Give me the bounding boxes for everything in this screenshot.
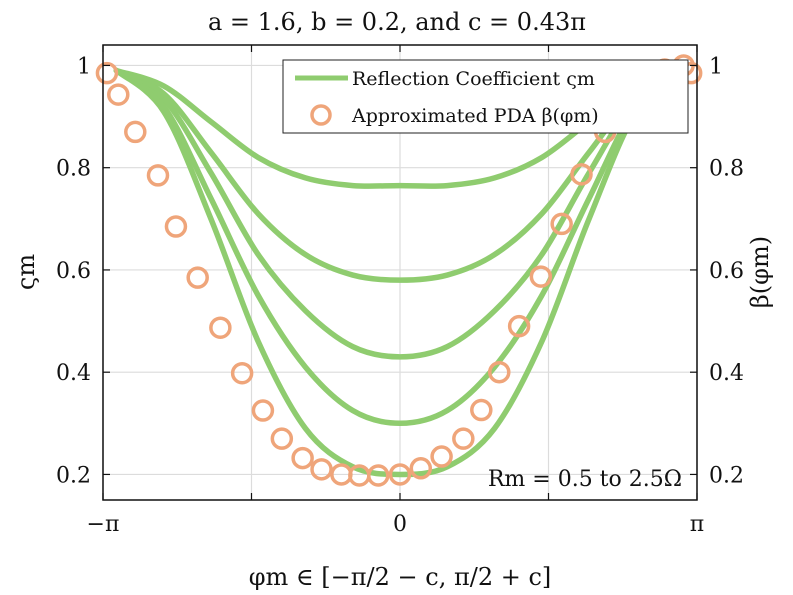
y-tick-label: 0.6 bbox=[56, 259, 91, 284]
pda-marker bbox=[388, 463, 412, 486]
ticks-layer: −π 0 π0.2 0.20.4 0.40.6 0.60.8 0.81 1 bbox=[56, 45, 744, 537]
pda-marker bbox=[291, 446, 314, 470]
pda-marker bbox=[507, 314, 531, 338]
pda-marker bbox=[550, 212, 573, 236]
pda-marker bbox=[488, 360, 511, 384]
x-axis-label: φm ∈ [−π/2 − c, π/2 + c] bbox=[249, 563, 552, 591]
pda-marker bbox=[367, 464, 390, 487]
y-tick-label-right: 0.4 bbox=[709, 361, 744, 386]
legend-circle-label: Approximated PDA β(φm) bbox=[351, 105, 599, 127]
x-tick-label: π bbox=[690, 512, 704, 537]
reflection-curve-4 bbox=[113, 67, 687, 283]
y-tick-label-right: 0.6 bbox=[709, 259, 744, 284]
reflection-curve-2 bbox=[113, 67, 687, 427]
pda-marker bbox=[430, 445, 453, 468]
legend-line-label: Reflection Coefficient ςm bbox=[352, 68, 595, 90]
x-tick-label: −π bbox=[87, 512, 120, 537]
legend-circle-swatch bbox=[310, 104, 332, 126]
y-tick-label: 0.2 bbox=[56, 463, 91, 488]
pda-marker bbox=[409, 457, 433, 480]
y-axis-label-right: β(φm) bbox=[746, 236, 774, 308]
pda-marker bbox=[107, 83, 130, 106]
series-layer bbox=[113, 67, 687, 478]
pda-marker bbox=[146, 164, 170, 187]
x-tick-label: 0 bbox=[393, 512, 407, 537]
y-axis-label: ςm bbox=[12, 254, 40, 290]
pda-marker bbox=[230, 361, 254, 385]
pda-marker bbox=[529, 265, 553, 288]
pda-marker bbox=[95, 61, 119, 85]
pda-marker bbox=[470, 398, 493, 422]
y-tick-label-right: 1 bbox=[709, 54, 723, 79]
y-tick-label-right: 0.2 bbox=[709, 463, 744, 488]
legend-box bbox=[282, 59, 689, 134]
pda-marker bbox=[251, 399, 275, 422]
pda-marker bbox=[452, 427, 475, 450]
resistance-annotation: Rm = 0.5 to 2.5Ω bbox=[488, 467, 682, 492]
pda-marker bbox=[124, 120, 147, 144]
pda-marker bbox=[570, 163, 593, 186]
y-tick-label: 1 bbox=[77, 54, 91, 79]
marker-layer bbox=[95, 54, 703, 487]
legend: Reflection Coefficient ςm Approximated P… bbox=[282, 59, 689, 134]
y-tick-label: 0.4 bbox=[56, 361, 91, 386]
y-tick-label-right: 0.8 bbox=[709, 157, 744, 182]
pda-marker bbox=[164, 215, 188, 238]
pda-marker bbox=[310, 458, 333, 481]
pda-marker bbox=[270, 427, 294, 450]
chart-title: a = 1.6, b = 0.2, and c = 0.43π bbox=[208, 8, 586, 36]
y-tick-label: 0.8 bbox=[56, 157, 91, 182]
pda-marker bbox=[186, 266, 209, 289]
pda-marker bbox=[209, 316, 232, 339]
reflection-curve-1 bbox=[113, 67, 687, 478]
reflection-curve-3 bbox=[113, 67, 687, 360]
